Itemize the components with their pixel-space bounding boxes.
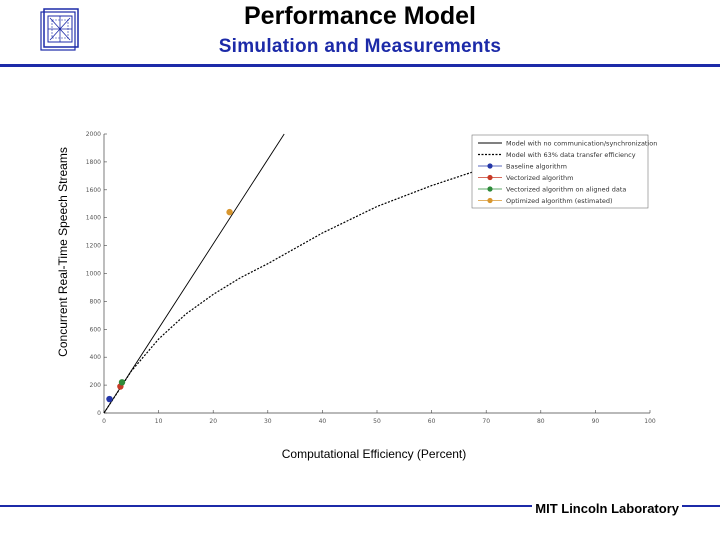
y-tick-label: 2000 [86,131,101,138]
page-title: Performance Model [243,2,476,30]
y-tick-label: 200 [90,382,102,389]
legend-label: Optimized algorithm (estimated) [506,197,613,205]
legend-point-swatch [487,186,493,192]
x-tick-label: 50 [373,418,381,425]
page-subtitle: Simulation and Measurements [218,36,502,57]
y-tick-label: 1600 [86,187,101,194]
x-tick-label: 30 [264,418,272,425]
series-line-model-no-communication [103,133,285,414]
legend-point-swatch [487,174,493,181]
legend-label: Model with no communication/synchronizat… [506,139,657,147]
x-tick-label: 60 [428,418,436,425]
point-optimized-estimated [226,208,233,216]
footer-divider [0,505,720,507]
point-baseline [106,395,113,403]
series-line-model-63-percent [103,151,541,414]
y-tick-label: 400 [90,354,102,361]
x-tick-label: 80 [537,418,545,425]
legend-point-swatch [487,163,493,169]
footer-label: MIT Lincoln Laboratory [532,501,682,516]
y-tick-label: 800 [90,298,102,305]
y-tick-label: 600 [90,326,102,333]
x-tick-label: 20 [209,418,217,425]
x-tick-label: 90 [592,418,600,425]
legend-label: Baseline algorithm [506,162,567,170]
point-vectorized-aligned [118,379,126,386]
x-tick-label: 70 [482,418,490,425]
y-tick-label: 0 [97,410,101,417]
header-divider [0,64,720,67]
mit-ll-logo-icon [40,8,79,51]
x-tick-label: 100 [644,418,656,425]
y-tick-label: 1800 [86,159,101,166]
legend-label: Vectorized algorithm [506,174,574,182]
x-tick-label: 40 [319,418,327,425]
y-tick-label: 1200 [86,243,101,250]
legend-label: Vectorized algorithm on aligned data [506,185,626,193]
y-axis-label: Concurrent Real-Time Speech Streams [56,147,70,357]
y-tick-label: 1000 [86,271,101,278]
legend-label: Model with 63% data transfer efficiency [506,151,636,159]
x-tick-label: 0 [102,418,106,425]
x-axis-label: Computational Efficiency (Percent) [281,447,467,461]
legend-box [471,134,649,209]
legend-point-swatch [487,197,493,204]
y-tick-label: 1400 [86,215,101,222]
x-tick-label: 10 [155,418,163,425]
